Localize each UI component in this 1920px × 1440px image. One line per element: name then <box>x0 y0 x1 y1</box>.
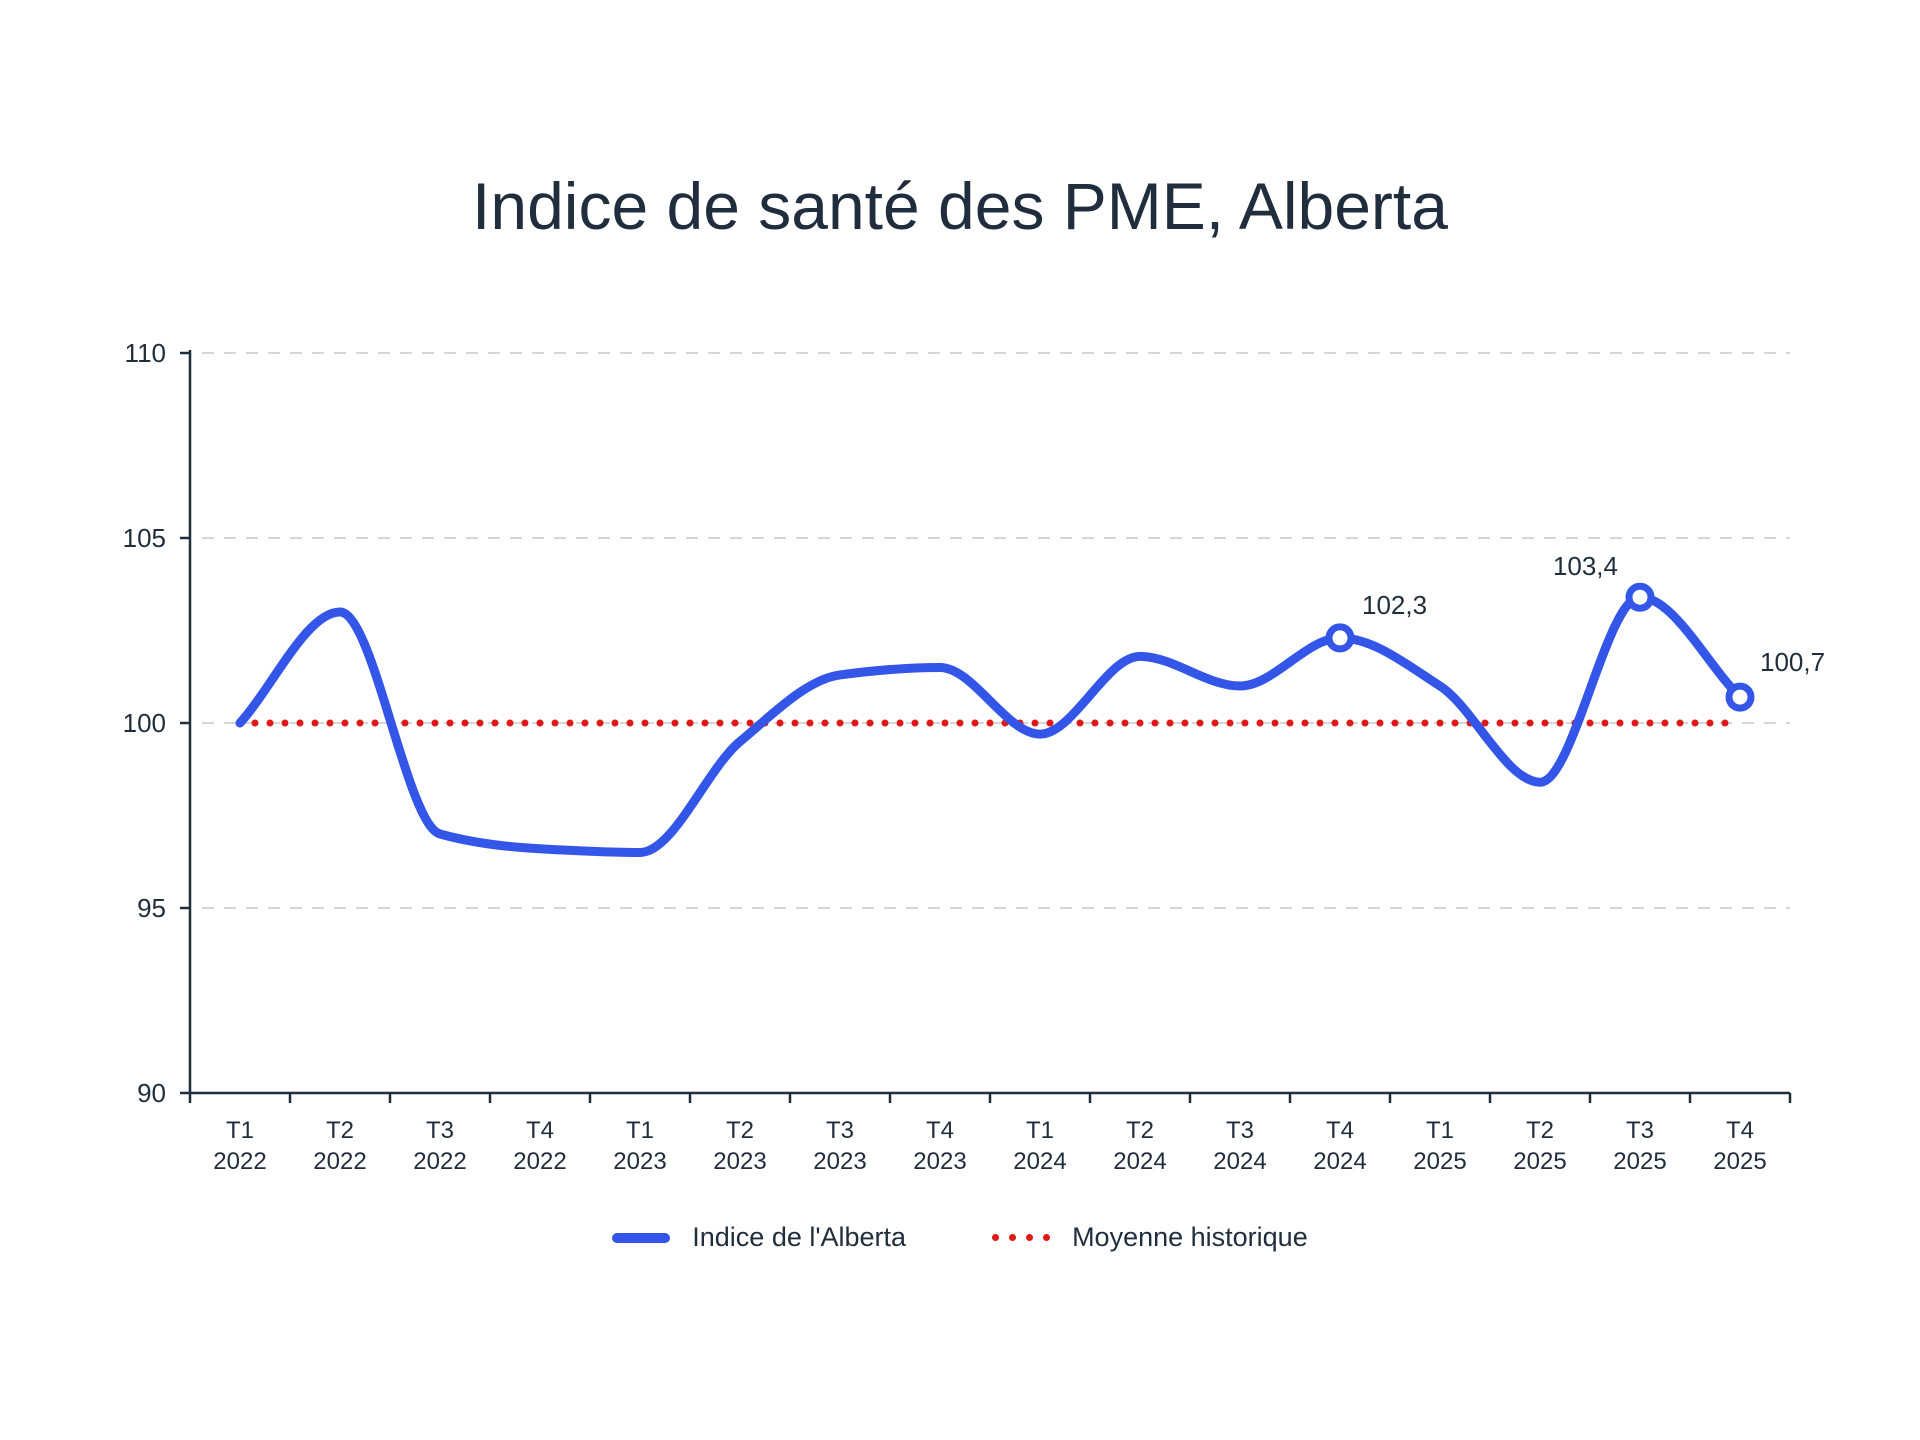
x-tick-label: T3 2024 <box>1213 1117 1266 1175</box>
x-tick-label: T2 2023 <box>713 1117 766 1175</box>
y-tick-label: 110 <box>125 338 166 368</box>
axes <box>180 350 1792 1103</box>
data-label: 103,4 <box>1553 551 1618 581</box>
x-tick-label: T4 2024 <box>1313 1117 1366 1175</box>
data-label: 102,3 <box>1362 590 1427 620</box>
main-line <box>235 592 1745 857</box>
legend: Indice de l'Alberta Moyenne historique <box>0 1222 1920 1253</box>
highlighted-points: 102,3 103,4 100,7 <box>1325 551 1825 712</box>
legend-swatch-average <box>992 1233 1051 1243</box>
legend-swatch-main <box>612 1232 671 1243</box>
x-tick-label: T1 2022 <box>213 1117 266 1175</box>
x-tick-label: T3 2023 <box>813 1117 866 1175</box>
legend-item-main[interactable]: Indice de l'Alberta <box>612 1222 906 1253</box>
highlight-point <box>1325 623 1355 653</box>
x-tick-label: T2 2022 <box>313 1117 366 1175</box>
x-tick-label: T3 2022 <box>413 1117 466 1175</box>
gridlines <box>202 352 1790 909</box>
legend-label-average: Moyenne historique <box>1072 1222 1308 1252</box>
legend-label-main: Indice de l'Alberta <box>692 1222 907 1252</box>
data-label: 100,7 <box>1760 647 1825 677</box>
y-tick-label: 100 <box>123 708 166 738</box>
tick-labels: 90 95 100 105 110 T1 2022 T2 2022 T3 2022 T4 2022 T1 2… <box>123 338 1767 1175</box>
main-series <box>235 592 1745 857</box>
x-tick-label: T2 2025 <box>1513 1117 1566 1175</box>
y-tick-label: 90 <box>137 1078 166 1108</box>
x-tick-label: T3 2025 <box>1613 1117 1666 1175</box>
x-tick-label: T1 2025 <box>1413 1117 1466 1175</box>
x-tick-label: T4 2025 <box>1713 1117 1766 1175</box>
y-tick-label: 95 <box>137 893 166 923</box>
x-tick-label: T1 2024 <box>1013 1117 1066 1175</box>
x-tick-label: T1 2023 <box>613 1117 666 1175</box>
y-tick-label: 105 <box>123 523 166 553</box>
highlight-point <box>1625 582 1655 612</box>
x-tick-label: T4 2023 <box>913 1117 966 1175</box>
highlight-point <box>1725 682 1755 712</box>
x-tick-label: T2 2024 <box>1113 1117 1166 1175</box>
legend-item-average[interactable]: Moyenne historique <box>992 1222 1308 1253</box>
chart-title: Indice de santé des PME, Alberta <box>472 169 1448 243</box>
x-tick-label: T4 2022 <box>513 1117 566 1175</box>
